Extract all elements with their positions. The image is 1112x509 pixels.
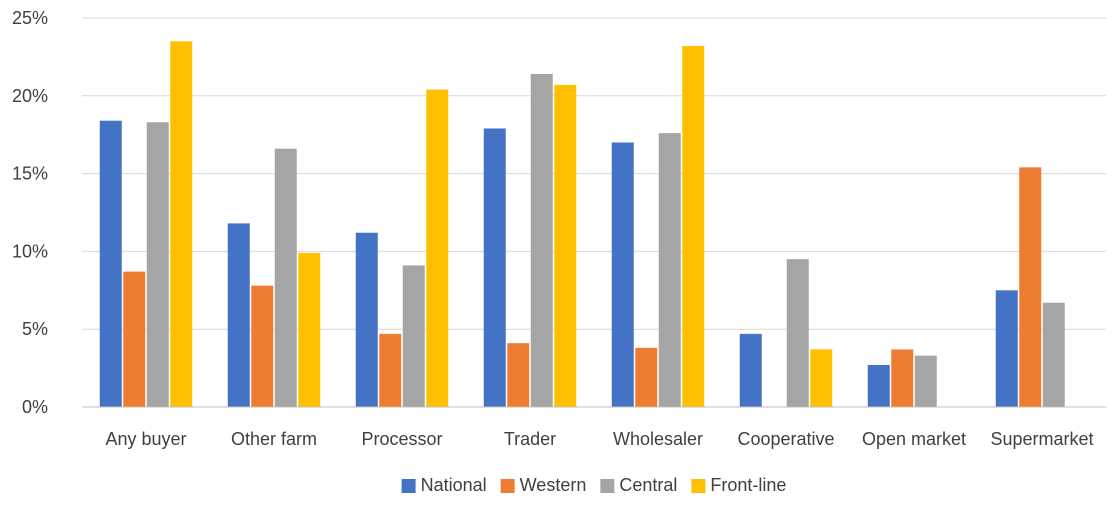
- x-category-label: Other farm: [231, 429, 317, 449]
- bar-national: [355, 232, 378, 407]
- bar-national: [867, 364, 890, 407]
- bar-western: [379, 333, 402, 407]
- bar-central: [146, 122, 169, 407]
- legend-swatch-national: [401, 479, 416, 493]
- bar-national: [99, 120, 122, 408]
- bar-front-line: [682, 46, 705, 408]
- y-tick-label: 20%: [12, 86, 48, 106]
- x-category-label: Processor: [361, 429, 442, 449]
- bar-front-line: [170, 41, 193, 408]
- bar-western: [635, 347, 658, 407]
- bar-central: [274, 148, 297, 408]
- x-category-label: Wholesaler: [613, 429, 703, 449]
- bar-national: [995, 290, 1018, 407]
- x-category-label: Supermarket: [990, 429, 1093, 449]
- legend-label-national: National: [421, 475, 487, 495]
- bar-central: [1042, 302, 1065, 407]
- bar-central: [530, 74, 553, 408]
- x-category-label: Cooperative: [737, 429, 834, 449]
- y-tick-label: 5%: [22, 319, 48, 339]
- bar-western: [891, 349, 914, 407]
- x-category-label: Trader: [504, 429, 556, 449]
- legend: National Western Central Front-line: [401, 475, 786, 495]
- bar-central: [914, 355, 937, 407]
- bar-western: [507, 343, 530, 407]
- bar-western: [251, 285, 274, 407]
- legend-swatch-western: [500, 479, 515, 493]
- bar-western: [1019, 167, 1042, 407]
- y-tick-label: 25%: [12, 8, 48, 28]
- y-tick-label: 15%: [12, 164, 48, 184]
- legend-label-front-line: Front-line: [710, 475, 786, 495]
- bar-front-line: [426, 89, 449, 408]
- x-category-label: Any buyer: [105, 429, 186, 449]
- legend-label-western: Western: [520, 475, 587, 495]
- axes: 0% 5% 10% 15% 20% 25% Any buyer Other farm Proce…: [12, 8, 1106, 449]
- legend-label-central: Central: [619, 475, 677, 495]
- bar-central: [786, 259, 809, 407]
- x-category-label: Open market: [862, 429, 966, 449]
- y-tick-label: 10%: [12, 241, 48, 261]
- legend-swatch-central: [600, 479, 615, 493]
- bar-national: [227, 223, 250, 407]
- bar-national: [483, 128, 506, 407]
- bar-central: [658, 133, 681, 408]
- bar-national: [611, 142, 634, 408]
- gridlines: [82, 17, 1106, 330]
- y-tick-label: 0%: [22, 397, 48, 417]
- legend-swatch-front-line: [691, 479, 706, 493]
- bars: [99, 41, 1065, 408]
- bar-front-line: [554, 84, 577, 408]
- bar-western: [123, 271, 146, 407]
- bar-front-line: [298, 252, 321, 407]
- bar-front-line: [810, 349, 833, 407]
- bar-national: [739, 333, 762, 407]
- bar-central: [402, 265, 425, 407]
